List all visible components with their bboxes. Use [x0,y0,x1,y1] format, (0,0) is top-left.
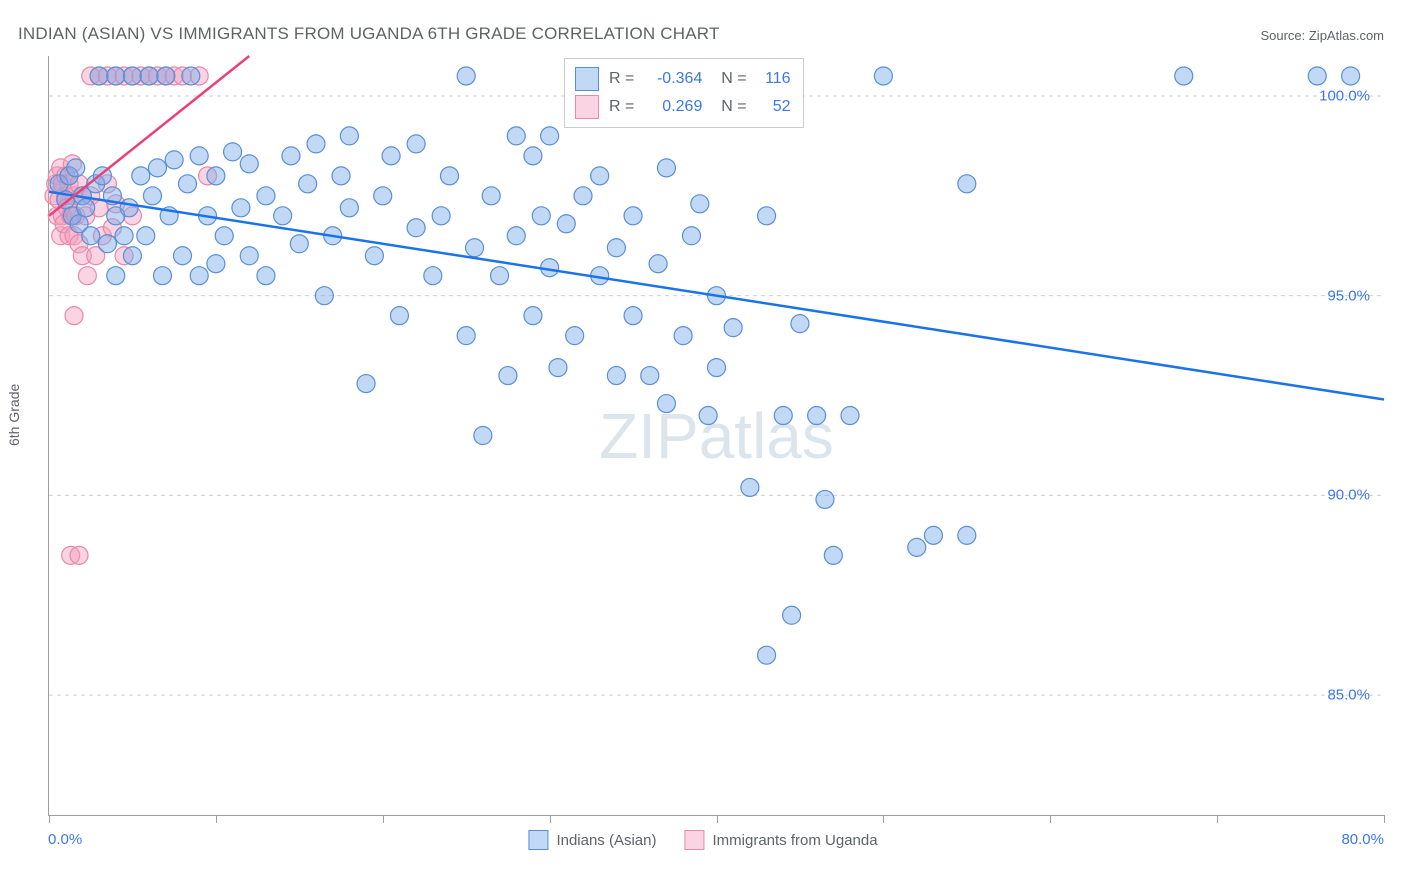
y-tick-label: 95.0% [1327,287,1370,304]
legend-item-2: Immigrants from Uganda [685,830,878,850]
x-tick [49,815,50,823]
y-tick-label: 100.0% [1319,87,1370,104]
n-label: N = [712,98,746,116]
x-tick [550,815,551,823]
x-tick [216,815,217,823]
legend-label-1: Indians (Asian) [556,832,656,849]
plot-area: ZIPatlas 85.0%90.0%95.0%100.0% [48,56,1384,816]
stats-row-series-1: R = -0.364 N = 116 [575,65,791,93]
n-value-2: 52 [757,98,791,116]
swatch-series-2 [575,95,599,119]
stats-row-series-2: R = 0.269 N = 52 [575,93,791,121]
r-label: R = [609,98,634,116]
r-value-2: 0.269 [644,98,702,116]
legend-swatch-1 [528,830,548,850]
x-tick [1384,815,1385,823]
y-axis-label: 6th Grade [6,384,22,446]
n-value-1: 116 [757,70,791,88]
stats-legend-box: R = -0.364 N = 116 R = 0.269 N = 52 [564,58,804,128]
y-tick-label: 85.0% [1327,687,1370,704]
r-label: R = [609,70,634,88]
legend-label-2: Immigrants from Uganda [713,832,878,849]
bottom-legend: Indians (Asian) Immigrants from Uganda [528,830,877,850]
chart-svg [49,56,1384,815]
x-tick [1050,815,1051,823]
n-label: N = [712,70,746,88]
r-value-1: -0.364 [644,70,702,88]
x-max-label: 80.0% [1341,831,1384,848]
legend-item-1: Indians (Asian) [528,830,656,850]
source-label: Source: ZipAtlas.com [1260,28,1384,43]
x-tick [717,815,718,823]
x-tick [883,815,884,823]
legend-swatch-2 [685,830,705,850]
x-min-label: 0.0% [48,831,82,848]
x-tick [1217,815,1218,823]
chart-title: INDIAN (ASIAN) VS IMMIGRANTS FROM UGANDA… [18,24,720,44]
swatch-series-1 [575,67,599,91]
x-tick [383,815,384,823]
y-tick-label: 90.0% [1327,487,1370,504]
